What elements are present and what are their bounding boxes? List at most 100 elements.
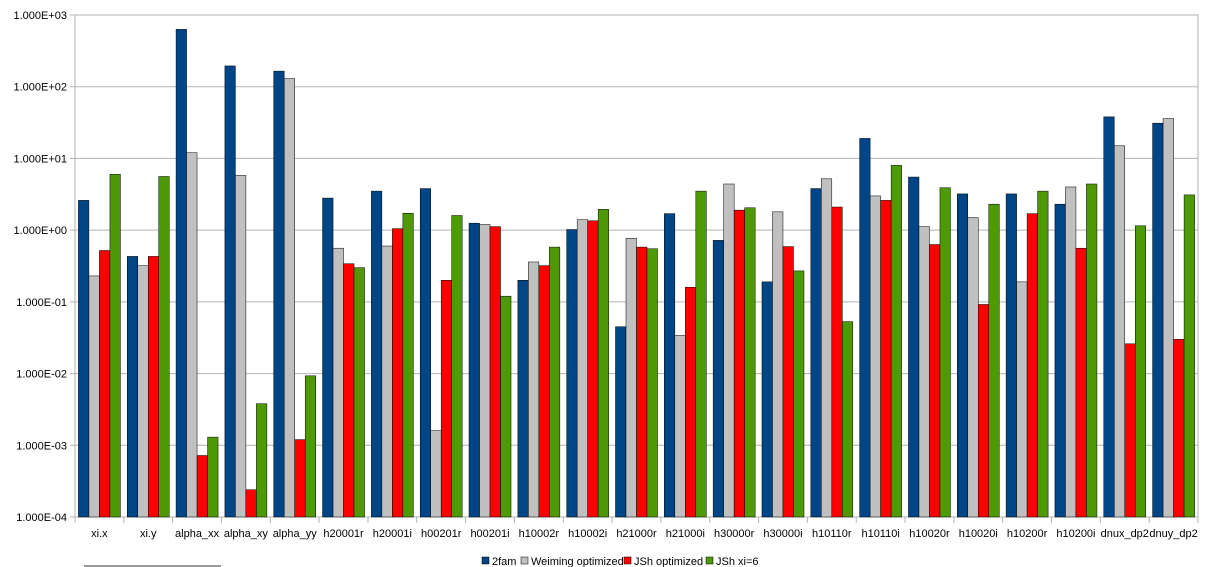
x-tick-label: h10110r xyxy=(812,528,852,540)
bar xyxy=(517,280,529,518)
bar xyxy=(381,245,393,518)
bar xyxy=(78,200,90,518)
bar xyxy=(175,29,187,518)
bar xyxy=(615,326,627,518)
bar xyxy=(782,246,794,518)
bar xyxy=(273,70,285,518)
bar xyxy=(821,178,833,518)
bar xyxy=(430,430,442,518)
bar xyxy=(636,246,648,518)
bar xyxy=(1016,281,1028,518)
bar xyxy=(332,247,344,518)
bar xyxy=(587,220,599,518)
bar xyxy=(859,138,871,518)
bar xyxy=(245,489,257,518)
x-tick-label: h10020r xyxy=(909,528,950,540)
legend-swatch xyxy=(481,556,490,565)
bar xyxy=(625,238,637,518)
x-tick-label: dnux_dp2 xyxy=(1101,528,1149,540)
legend-label: Weiming optimized xyxy=(531,556,624,567)
bar xyxy=(528,261,540,518)
bar xyxy=(109,174,121,518)
x-tick-label: h10002i xyxy=(568,528,607,540)
bar xyxy=(256,403,268,518)
bar xyxy=(88,275,100,518)
bar xyxy=(1026,213,1038,518)
y-tick-label: 1.000E+00 xyxy=(13,225,67,237)
bar xyxy=(967,217,979,518)
x-tick-label: h10020i xyxy=(959,528,998,540)
bar xyxy=(664,213,676,518)
bar xyxy=(158,176,170,518)
bar xyxy=(890,165,902,518)
x-tick-label: dnuy_dp2 xyxy=(1149,528,1197,540)
y-tick-label: 1.000E+02 xyxy=(13,82,67,94)
bar xyxy=(929,244,941,518)
bar xyxy=(451,215,463,518)
bar xyxy=(479,224,491,518)
bar xyxy=(500,295,512,518)
x-tick-label: alpha_xx xyxy=(175,528,220,540)
bar xyxy=(1162,118,1174,518)
bar xyxy=(674,335,686,518)
bar xyxy=(440,280,452,518)
bar xyxy=(978,304,990,518)
x-tick-label: xi.y xyxy=(140,528,157,540)
bar xyxy=(1114,145,1126,518)
bar xyxy=(685,286,697,518)
bar xyxy=(1075,247,1087,518)
bar xyxy=(196,455,208,518)
bar xyxy=(566,229,578,518)
bar xyxy=(392,228,404,518)
y-tick-label: 1.000E-02 xyxy=(16,369,67,381)
bar xyxy=(869,195,881,518)
bar xyxy=(712,240,724,518)
legend-swatch xyxy=(520,556,529,565)
bar xyxy=(294,439,306,518)
bar xyxy=(235,175,247,518)
bar xyxy=(831,206,843,518)
bar xyxy=(957,193,969,518)
bar xyxy=(988,203,1000,518)
bar xyxy=(772,211,784,518)
bar xyxy=(1054,203,1066,518)
y-tick-label: 1.000E+01 xyxy=(13,153,67,165)
bar xyxy=(207,436,219,518)
bar xyxy=(304,375,316,518)
bar xyxy=(1086,183,1098,518)
bar xyxy=(761,281,773,518)
bar xyxy=(793,270,805,518)
bar xyxy=(137,265,149,518)
legend-label: JSh xi=6 xyxy=(716,556,759,567)
bar xyxy=(842,321,854,518)
bar xyxy=(1005,193,1017,518)
y-tick-label: 1.000E-03 xyxy=(16,440,67,452)
bar xyxy=(1183,194,1195,518)
x-tick-label: h21000i xyxy=(666,528,705,540)
bar xyxy=(126,256,138,518)
bar xyxy=(489,226,501,518)
x-tick-label: h30000i xyxy=(763,528,802,540)
x-tick-label: alpha_xy xyxy=(224,528,269,540)
bar xyxy=(597,209,609,518)
bar xyxy=(419,188,431,518)
legend: 2fam Weiming optimized JSh optimized JSh xi… xyxy=(481,556,759,567)
bar xyxy=(733,209,745,518)
x-tick-label: h20001r xyxy=(323,528,364,540)
bar xyxy=(1103,116,1115,518)
bar xyxy=(880,200,892,518)
y-tick-label: 1.000E-01 xyxy=(16,297,67,309)
bar xyxy=(918,226,930,518)
bar xyxy=(353,267,365,518)
bar xyxy=(147,256,159,518)
bar xyxy=(810,188,822,518)
legend-swatch xyxy=(623,556,632,565)
legend-swatch xyxy=(705,556,714,565)
bar xyxy=(322,197,334,518)
x-tick-label: h00201i xyxy=(470,528,509,540)
bar xyxy=(371,190,383,518)
x-tick-label: alpha_yy xyxy=(273,528,318,540)
bar xyxy=(1037,190,1049,518)
x-tick-label: h10200i xyxy=(1056,528,1095,540)
